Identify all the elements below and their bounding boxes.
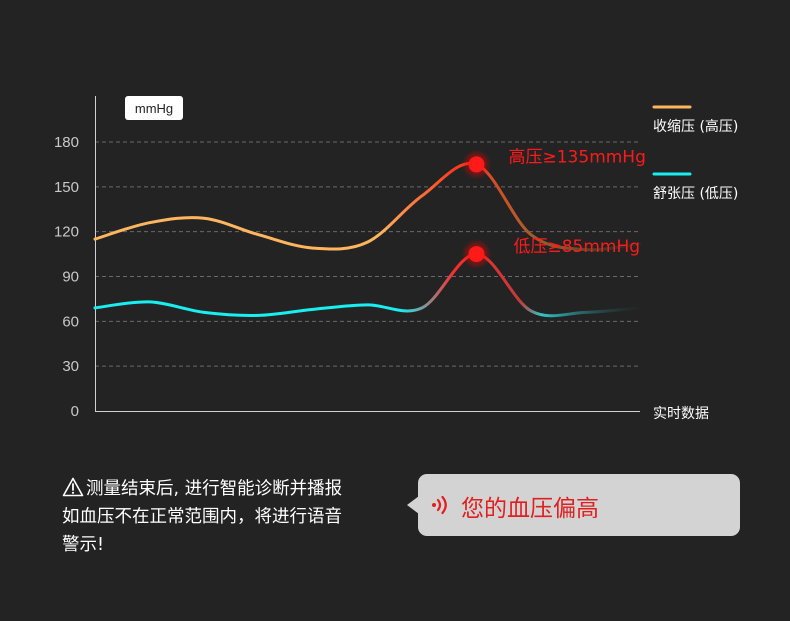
series-line-systolic bbox=[93, 161, 642, 252]
peak-points bbox=[461, 149, 492, 270]
legend: 收缩压 (高压) 舒张压 (低压) bbox=[652, 105, 738, 202]
note-text-1: 测量结束后, 进行智能诊断并播报 bbox=[86, 479, 343, 499]
y-tick-label: 90 bbox=[62, 269, 79, 286]
unit-badge: mmHg bbox=[125, 96, 183, 120]
unit-label: mmHg bbox=[135, 101, 173, 116]
series-line-diastolic bbox=[93, 252, 642, 318]
y-tick-label: 180 bbox=[54, 134, 79, 151]
note-line-2: 如血压不在正常范围内，将进行语音 bbox=[62, 507, 342, 527]
y-axis-ticks: 0 30 60 90 120 150 180 bbox=[54, 134, 79, 420]
note-line-3: 警示! bbox=[62, 535, 105, 555]
y-tick-label: 0 bbox=[71, 403, 79, 420]
y-tick-label: 30 bbox=[62, 358, 79, 375]
y-tick-label: 60 bbox=[62, 313, 79, 330]
y-tick-label: 150 bbox=[54, 179, 79, 196]
annotation-systolic-threshold: 高压≥135mmHg bbox=[509, 147, 646, 167]
y-tick-label: 120 bbox=[54, 224, 79, 241]
annotation-diastolic-threshold: 低压≥85mmHg bbox=[514, 237, 641, 257]
warning-triangle-icon bbox=[62, 477, 84, 497]
blood-pressure-chart: 0 30 60 90 120 150 180 mmHg 高压≥135mmHg 低压≥85mm… bbox=[54, 96, 738, 422]
note-line-1: 测量结束后, 进行智能诊断并播报 bbox=[62, 475, 407, 503]
peak-point bbox=[468, 156, 485, 173]
peak-point bbox=[468, 246, 485, 263]
voice-alert-bubble: 您的血压偏高 bbox=[407, 474, 740, 536]
legend-label-diastolic: 舒张压 (低压) bbox=[653, 186, 738, 202]
measurement-note: 测量结束后, 进行智能诊断并播报 如血压不在正常范围内，将进行语音 警示! bbox=[62, 475, 407, 559]
voice-wave-icon bbox=[432, 495, 447, 515]
voice-alert-text: 您的血压偏高 bbox=[461, 496, 599, 522]
legend-label-systolic: 收缩压 (高压) bbox=[653, 118, 738, 135]
x-axis-label: 实时数据 bbox=[653, 406, 709, 422]
bubble-tail bbox=[407, 496, 419, 514]
